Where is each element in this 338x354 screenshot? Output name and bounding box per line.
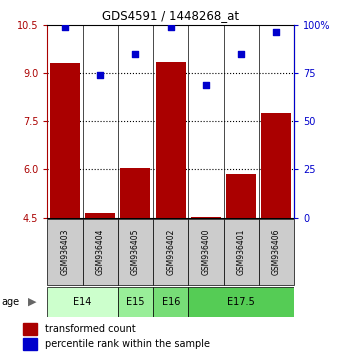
Bar [118, 219, 153, 285]
Bar [82, 219, 118, 285]
Text: GSM936402: GSM936402 [166, 229, 175, 275]
Bar [120, 168, 150, 218]
Text: E15: E15 [126, 297, 145, 307]
Bar [47, 287, 118, 317]
Text: GSM936403: GSM936403 [61, 229, 69, 275]
Bar [118, 287, 153, 317]
Text: age: age [2, 297, 20, 307]
Point [62, 24, 68, 29]
Bar [188, 219, 223, 285]
Text: GSM936406: GSM936406 [272, 229, 281, 275]
Bar [223, 219, 259, 285]
Point [239, 51, 244, 57]
Bar [259, 219, 294, 285]
Text: percentile rank within the sample: percentile rank within the sample [45, 339, 210, 349]
Point [203, 82, 209, 87]
Text: E17.5: E17.5 [227, 297, 255, 307]
Bar [191, 217, 221, 218]
Point [168, 24, 173, 29]
Bar [262, 113, 291, 218]
Bar [153, 219, 188, 285]
Point [97, 72, 103, 78]
Text: E14: E14 [73, 297, 92, 307]
Bar [23, 323, 38, 335]
Text: transformed count: transformed count [45, 324, 136, 334]
Title: GDS4591 / 1448268_at: GDS4591 / 1448268_at [102, 9, 239, 22]
Text: GSM936405: GSM936405 [131, 229, 140, 275]
Text: ▶: ▶ [28, 297, 37, 307]
Bar [47, 219, 82, 285]
Text: E16: E16 [162, 297, 180, 307]
Bar [85, 213, 115, 218]
Text: GSM936400: GSM936400 [201, 229, 211, 275]
Point [274, 30, 279, 35]
Bar [226, 174, 256, 218]
Text: GSM936401: GSM936401 [237, 229, 246, 275]
Bar [188, 287, 294, 317]
Point [133, 51, 138, 57]
Bar [50, 63, 80, 218]
Text: GSM936404: GSM936404 [96, 229, 105, 275]
Bar [23, 338, 38, 350]
Bar [156, 62, 186, 218]
Bar [153, 287, 188, 317]
